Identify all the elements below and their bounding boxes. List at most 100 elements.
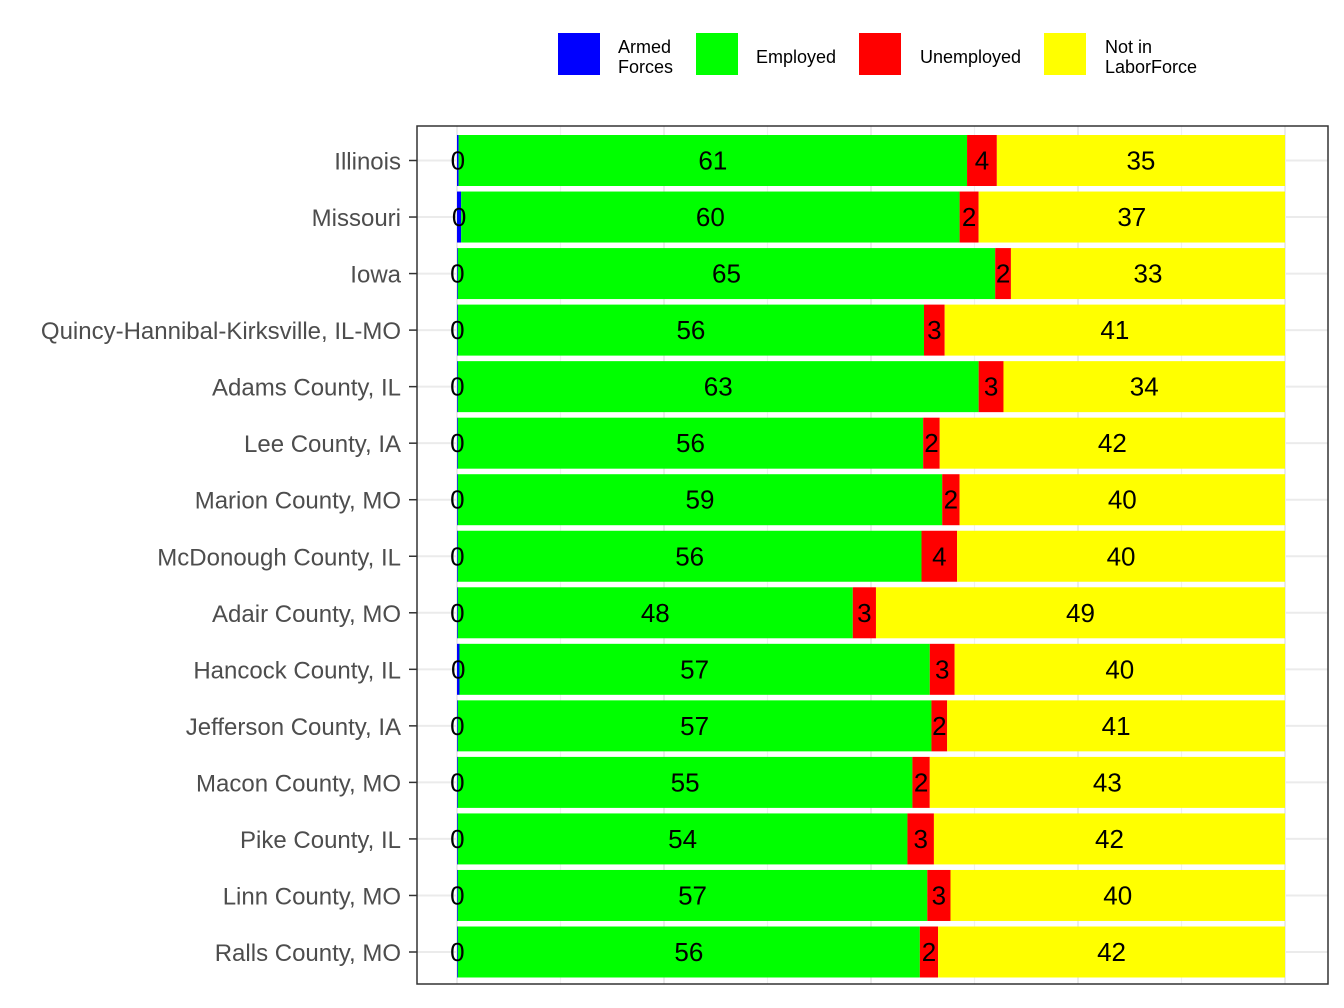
bar-segment-not-in-laborforce (929, 756, 1285, 808)
data-label-not-in-laborforce: 43 (1093, 767, 1122, 797)
data-label-armed-forces: 0 (450, 259, 464, 289)
legend-key-unemployed (859, 33, 901, 75)
data-label-employed: 59 (686, 485, 715, 515)
data-label-employed: 60 (696, 202, 725, 232)
bar-segment-employed (457, 700, 932, 752)
category-label: Hancock County, IL (193, 657, 401, 684)
bar-segment-not-in-laborforce (939, 417, 1285, 469)
data-label-employed: 57 (680, 711, 709, 741)
data-label-armed-forces: 0 (452, 202, 466, 232)
bar-segment-unemployed (978, 361, 1004, 413)
bar-segment-armed-forces (457, 361, 458, 413)
data-label-not-in-laborforce: 37 (1117, 202, 1146, 232)
data-label-employed: 56 (675, 541, 704, 571)
legend-label-unemployed: Unemployed (920, 47, 1021, 67)
data-label-employed: 55 (671, 767, 700, 797)
data-label-not-in-laborforce: 49 (1066, 598, 1095, 628)
bar-segment-armed-forces (457, 248, 458, 300)
legend-label-employed: Employed (756, 47, 836, 67)
data-label-employed: 57 (678, 880, 707, 910)
bar-segment-unemployed (995, 248, 1011, 300)
bar-segment-unemployed (852, 587, 876, 639)
data-label-employed: 57 (680, 654, 709, 684)
data-label-armed-forces: 0 (450, 541, 464, 571)
data-label-armed-forces: 0 (450, 711, 464, 741)
legend-key-not-in-laborforce (1044, 33, 1086, 75)
bar-segment-armed-forces (457, 756, 458, 808)
data-label-not-in-laborforce: 40 (1107, 541, 1136, 571)
data-label-employed: 65 (712, 259, 741, 289)
legend: Armed Forces Employed Unemployed Not in Labor… (558, 33, 1197, 77)
category-label: Illinois (334, 149, 401, 176)
bar-segment-armed-forces (457, 813, 458, 865)
bar-segment-not-in-laborforce (978, 191, 1285, 243)
data-label-unemployed: 2 (914, 767, 928, 797)
data-label-employed: 56 (676, 428, 705, 458)
data-label-unemployed: 4 (975, 146, 989, 176)
bar-segment-unemployed (967, 135, 997, 186)
data-label-not-in-laborforce: 42 (1098, 428, 1127, 458)
bar-segment-unemployed (929, 643, 955, 695)
category-axis: Illinois Missouri Iowa Quincy-Hannibal-Kirk… (41, 149, 417, 967)
data-label-not-in-laborforce: 35 (1126, 146, 1155, 176)
category-label: Macon County, MO (196, 770, 401, 797)
data-label-armed-forces: 0 (450, 598, 464, 628)
category-label: McDonough County, IL (157, 544, 401, 571)
bar-segment-employed (457, 869, 928, 921)
bar-segment-armed-forces (457, 530, 458, 582)
data-label-not-in-laborforce: 33 (1134, 259, 1163, 289)
data-label-unemployed: 3 (984, 372, 998, 402)
data-label-unemployed: 2 (944, 485, 958, 515)
category-label: Ralls County, MO (215, 940, 401, 967)
category-label: Lee County, IA (244, 431, 401, 458)
bar-segment-armed-forces (457, 700, 458, 752)
data-label-armed-forces: 0 (450, 767, 464, 797)
bar-segment-armed-forces (457, 926, 458, 978)
data-label-armed-forces: 0 (450, 937, 464, 967)
category-label: Iowa (350, 262, 401, 289)
bar-segment-not-in-laborforce (1003, 361, 1285, 413)
data-label-not-in-laborforce: 41 (1102, 711, 1131, 741)
data-label-not-in-laborforce: 34 (1130, 372, 1159, 402)
bar-segment-unemployed (923, 304, 945, 356)
bar-segment-unemployed (912, 756, 930, 808)
data-label-unemployed: 2 (922, 937, 936, 967)
data-label-employed: 54 (668, 824, 697, 854)
data-label-unemployed: 3 (913, 824, 927, 854)
legend-label-armed-forces: Armed Forces (618, 37, 673, 77)
bar-segment-armed-forces (457, 135, 459, 186)
bar-segment-armed-forces (457, 304, 458, 356)
bar-segment-not-in-laborforce (957, 530, 1285, 582)
bar-segment-employed (457, 474, 943, 526)
bar-segment-employed (457, 530, 922, 582)
data-label-employed: 48 (641, 598, 670, 628)
bar-segment-unemployed (931, 700, 948, 752)
bar-segment-employed (457, 304, 924, 356)
data-label-armed-forces: 0 (450, 315, 464, 345)
legend-key-armed-forces (558, 33, 600, 75)
bar-segment-employed (457, 756, 913, 808)
data-label-not-in-laborforce: 40 (1108, 485, 1137, 515)
bar-segment-employed (457, 361, 979, 413)
category-label: Linn County, MO (223, 883, 401, 910)
value-labels: 0 61 4 350 60 2 370 65 2 330 56 3 410 63 3 340 56 2 420 59 2… (450, 146, 1162, 968)
legend-label-not-in-laborforce: Not in LaborForce (1105, 37, 1197, 77)
data-label-employed: 61 (698, 146, 727, 176)
legend-key-employed (696, 33, 738, 75)
category-label: Marion County, MO (195, 488, 401, 515)
data-label-unemployed: 3 (927, 315, 941, 345)
data-label-unemployed: 2 (996, 259, 1010, 289)
bar-segment-employed (457, 926, 920, 978)
data-label-unemployed: 2 (924, 428, 938, 458)
data-label-armed-forces: 0 (450, 428, 464, 458)
bar-segment-employed (457, 587, 853, 639)
bar-segment-not-in-laborforce (1010, 248, 1285, 300)
bars (457, 135, 1285, 978)
category-label: Quincy-Hannibal-Kirksville, IL-MO (41, 318, 401, 345)
data-label-not-in-laborforce: 41 (1100, 315, 1129, 345)
bar-segment-not-in-laborforce (950, 869, 1285, 921)
bar-segment-unemployed (907, 813, 934, 865)
bar-segment-unemployed (923, 417, 940, 469)
bar-segment-armed-forces (457, 417, 458, 469)
